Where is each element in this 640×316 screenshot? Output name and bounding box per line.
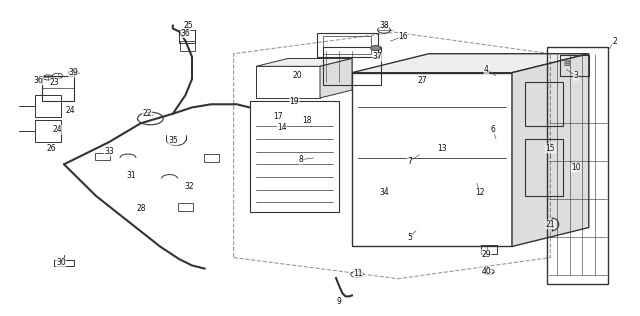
Bar	[525, 139, 563, 196]
Text: 18: 18	[303, 116, 312, 125]
Bar	[317, 33, 378, 57]
Text: 6: 6	[490, 125, 495, 134]
Text: 28: 28	[136, 204, 145, 213]
Text: 7: 7	[407, 157, 412, 166]
Polygon shape	[256, 58, 352, 66]
Text: 21: 21	[546, 220, 555, 229]
Text: 16: 16	[398, 32, 408, 41]
Text: 3: 3	[573, 71, 579, 80]
Bar	[560, 55, 589, 76]
Bar	[323, 47, 381, 85]
Text: 19: 19	[289, 97, 300, 106]
Text: 12: 12	[476, 188, 484, 197]
Text: 35: 35	[168, 136, 178, 145]
Bar	[35, 120, 61, 142]
Bar	[256, 66, 320, 98]
Text: 36: 36	[33, 76, 44, 85]
Text: 40: 40	[481, 267, 492, 276]
Text: 25: 25	[184, 21, 194, 30]
Text: 37: 37	[372, 52, 383, 61]
Bar	[204, 154, 219, 162]
Text: 33: 33	[104, 147, 114, 156]
Bar	[323, 36, 371, 54]
Text: 11: 11	[354, 269, 363, 278]
Text: 39: 39	[68, 68, 79, 77]
Text: 29: 29	[481, 250, 492, 259]
Circle shape	[371, 46, 381, 51]
Text: 22: 22	[143, 109, 152, 118]
Bar	[95, 153, 110, 160]
Text: 2: 2	[612, 37, 617, 46]
Text: 32: 32	[184, 182, 194, 191]
Text: 9: 9	[337, 297, 342, 306]
Text: 5: 5	[407, 233, 412, 241]
Polygon shape	[320, 58, 352, 98]
Bar	[250, 101, 339, 212]
Text: 30: 30	[56, 258, 66, 267]
Text: 34: 34	[379, 188, 389, 197]
Text: ▤: ▤	[563, 60, 570, 66]
Text: 8: 8	[298, 155, 303, 164]
Bar	[547, 47, 608, 284]
Text: 23: 23	[49, 78, 60, 87]
Bar	[35, 95, 61, 117]
Text: 24: 24	[65, 106, 76, 115]
Bar	[54, 260, 74, 266]
Bar	[352, 73, 512, 246]
Text: 13: 13	[436, 144, 447, 153]
Text: 20: 20	[292, 71, 303, 80]
Bar	[525, 82, 563, 126]
Bar	[481, 245, 497, 254]
Polygon shape	[512, 54, 589, 246]
Text: 26: 26	[46, 144, 56, 153]
Text: 17: 17	[273, 112, 284, 121]
Text: 10: 10	[571, 163, 581, 172]
Bar	[180, 41, 195, 51]
Bar	[178, 203, 193, 211]
Text: 15: 15	[545, 144, 556, 153]
Text: 38: 38	[379, 21, 389, 30]
Bar	[42, 76, 74, 101]
Polygon shape	[352, 54, 589, 73]
Bar	[179, 30, 195, 43]
Text: 4: 4	[484, 65, 489, 74]
Text: 31: 31	[126, 171, 136, 180]
Text: 27: 27	[417, 76, 428, 85]
Text: 36: 36	[180, 29, 191, 38]
Text: 24: 24	[52, 125, 63, 134]
Text: 14: 14	[276, 124, 287, 132]
